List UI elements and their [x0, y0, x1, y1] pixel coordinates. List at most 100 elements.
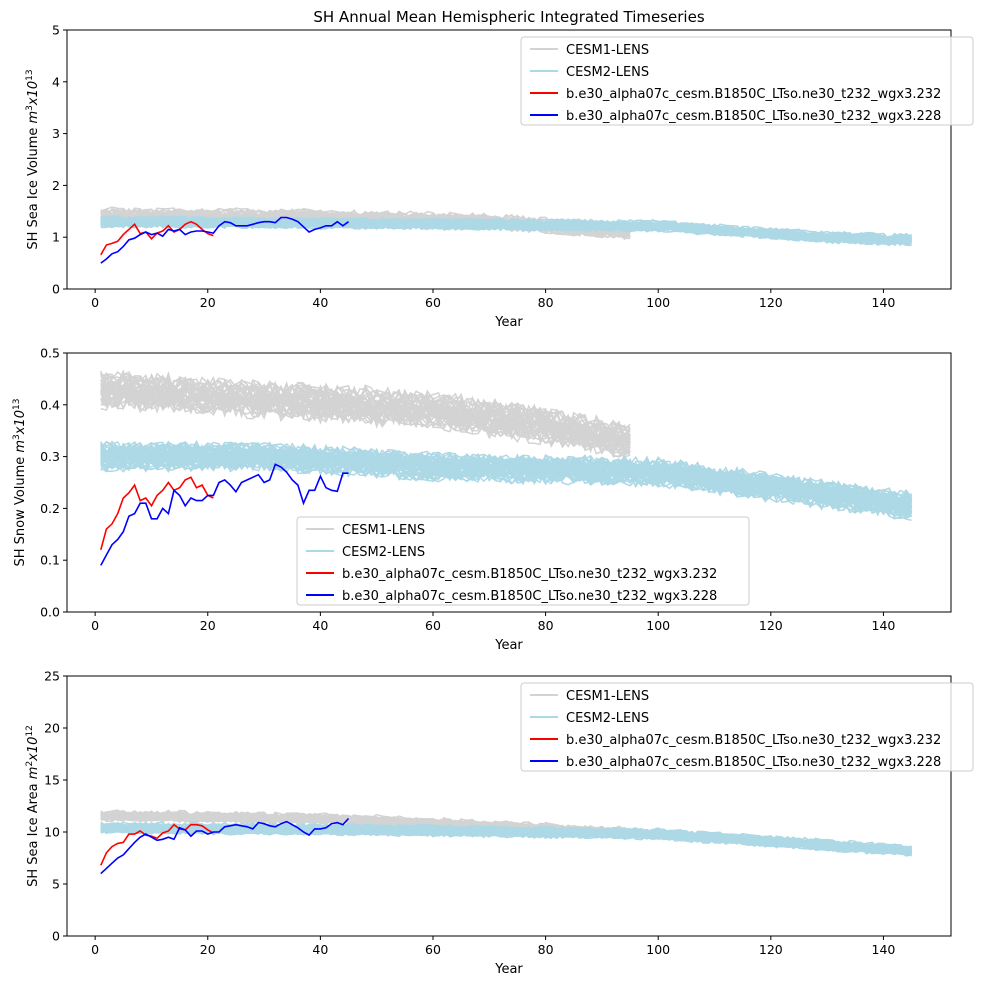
x-tick-label: 80 [538, 618, 554, 633]
y-label-part: 3 [12, 434, 22, 440]
subplot-2: 0 20 40 60 80 100 120 140 0.0 0.1 0.2 0.3 0.4 0.5 Year… [12, 346, 952, 653]
legend: CESM1-LENS CESM2-LENS b.e30_alpha07c_cesm.… [520, 682, 974, 772]
y-tick-label: 0.4 [40, 397, 60, 412]
y-label-part: m [26, 111, 41, 124]
y-tick-label: 10 [44, 825, 60, 840]
legend-box [520, 682, 974, 772]
legend-label: CESM1-LENS [566, 43, 649, 58]
axes-frame [66, 29, 952, 290]
ensemble-member-line [100, 384, 631, 453]
y-axis-label: SH Sea Ice Area m2x1012 [25, 725, 41, 887]
x-tick-label: 80 [538, 295, 554, 310]
axes-frame [66, 675, 952, 937]
y-label-part: SH Sea Ice Volume [26, 124, 41, 250]
legend-label: CESM2-LENS [342, 545, 425, 560]
x-tick-label: 120 [759, 618, 783, 633]
y-tick-label: 0.0 [40, 605, 60, 620]
x-tick-label: 0 [91, 618, 99, 633]
legend-label: b.e30_alpha07c_cesm.B1850C_LTso.ne30_t23… [566, 733, 941, 748]
x-tick-label: 20 [200, 618, 216, 633]
legend: CESM1-LENS CESM2-LENS b.e30_alpha07c_cesm.… [520, 36, 974, 126]
plot-area [100, 809, 913, 875]
x-tick-label: 60 [425, 618, 441, 633]
series-line-232 [100, 823, 214, 866]
y-tick-label: 3 [52, 126, 60, 141]
y-label-part: 12 [25, 725, 35, 736]
series-line-228 [100, 216, 349, 264]
x-tick-label: 120 [759, 942, 783, 957]
legend: CESM1-LENS CESM2-LENS b.e30_alpha07c_cesm.… [296, 516, 750, 606]
y-label-part: SH Snow Volume [13, 453, 28, 567]
legend-label: CESM2-LENS [566, 65, 649, 80]
legend-box [296, 516, 750, 606]
x-axis-label: Year [494, 962, 523, 977]
x-tick-label: 20 [200, 942, 216, 957]
legend-label: b.e30_alpha07c_cesm.B1850C_LTso.ne30_t23… [566, 87, 941, 102]
legend-label: CESM1-LENS [342, 523, 425, 538]
legend-label: CESM2-LENS [566, 711, 649, 726]
y-tick-label: 0 [52, 282, 60, 297]
y-tick-label: 15 [44, 773, 60, 788]
subplot-1: 0 20 40 60 80 100 120 140 0 1 2 3 4 5 Year SH Sea Ice V… [25, 8, 974, 330]
x-axis-label: Year [494, 638, 523, 653]
y-label-part: x10 [26, 81, 41, 106]
y-tick-label: 0 [52, 929, 60, 944]
y-tick-label: 20 [44, 721, 60, 736]
x-tick-label: 0 [91, 295, 99, 310]
y-tick-label: 1 [52, 230, 60, 245]
ensemble-member-line [100, 454, 913, 514]
y-tick-label: 0.5 [40, 346, 60, 361]
x-tick-label: 120 [759, 295, 783, 310]
x-tick-label: 100 [646, 295, 670, 310]
x-tick-label: 100 [646, 942, 670, 957]
y-tick-label: 4 [52, 74, 60, 89]
legend-label: b.e30_alpha07c_cesm.B1850C_LTso.ne30_t23… [342, 567, 717, 582]
x-tick-label: 40 [312, 295, 328, 310]
subplot-3: 0 20 40 60 80 100 120 140 0 5 10 15 20 25 Year SH Sea I… [25, 669, 974, 977]
ensemble-member-line [100, 826, 912, 855]
y-label-part: x10 [26, 737, 41, 762]
ensemble-member-line [100, 455, 912, 519]
ensemble-member-line [100, 387, 631, 453]
ensemble-member-line [100, 370, 631, 440]
y-tick-label: 5 [52, 23, 60, 38]
y-label-part: 3 [25, 105, 35, 111]
series-line-228 [100, 463, 349, 566]
x-tick-label: 80 [538, 942, 554, 957]
y-axis-label: SH Sea Ice Volume m3x1013 [25, 69, 41, 249]
y-label-part: SH Sea Ice Area [26, 779, 41, 887]
y-axis-label: SH Snow Volume m3x1013 [12, 399, 28, 567]
axes-frame [66, 352, 952, 613]
legend-label: b.e30_alpha07c_cesm.B1850C_LTso.ne30_t23… [342, 589, 717, 604]
plot-area [100, 206, 913, 264]
plot-area [100, 369, 913, 566]
y-label-part: 13 [12, 399, 22, 410]
series-line-228 [100, 817, 350, 875]
y-tick-label: 2 [52, 178, 60, 193]
x-tick-label: 140 [872, 618, 896, 633]
x-tick-label: 60 [425, 942, 441, 957]
series-line-232 [100, 476, 214, 551]
y-tick-label: 0.2 [40, 501, 60, 516]
y-label-part: 13 [25, 69, 35, 80]
x-tick-label: 0 [91, 942, 99, 957]
x-tick-label: 20 [200, 295, 216, 310]
y-tick-label: 0.1 [40, 553, 60, 568]
x-tick-label: 140 [872, 295, 896, 310]
ensemble-member-line [100, 824, 912, 854]
x-tick-label: 140 [872, 942, 896, 957]
y-label-part: 2 [25, 761, 35, 767]
legend-label: b.e30_alpha07c_cesm.B1850C_LTso.ne30_t23… [566, 109, 941, 124]
y-tick-label: 25 [44, 669, 60, 684]
ensemble-member-line [100, 811, 631, 836]
x-tick-label: 60 [425, 295, 441, 310]
y-tick-label: 5 [52, 877, 60, 892]
y-label-part: m [26, 767, 41, 780]
ensemble-member-line [100, 386, 631, 452]
x-tick-label: 100 [646, 618, 670, 633]
ensemble-member-line [100, 445, 913, 509]
x-tick-label: 40 [312, 618, 328, 633]
legend-box [520, 36, 974, 126]
y-label-part: m [13, 440, 28, 453]
